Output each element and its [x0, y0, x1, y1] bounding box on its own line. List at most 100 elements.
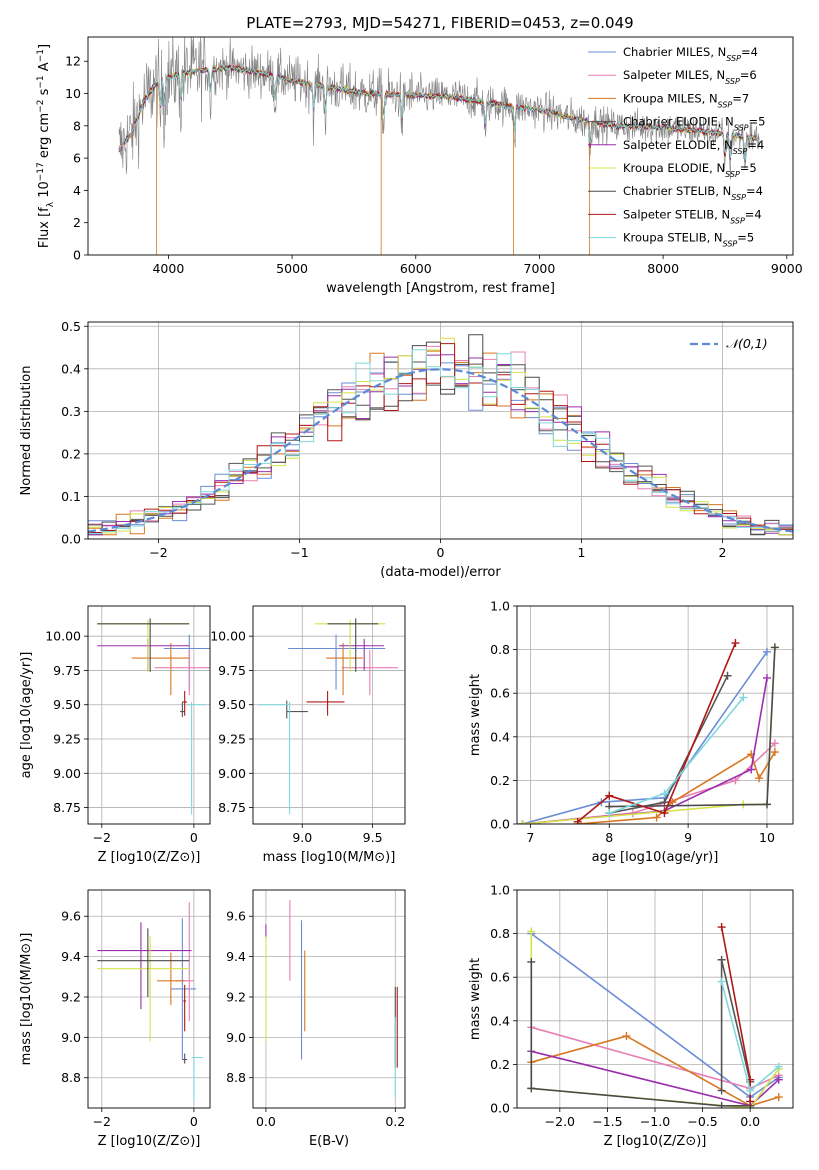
legend-subscript: SSP [726, 54, 741, 63]
legend-name: Salpeter ELODIE, N [623, 138, 733, 152]
x-tick-label: −2 [149, 545, 167, 560]
mass-weight-marker [717, 1086, 726, 1095]
y-tick-label: 8.8 [226, 1070, 246, 1085]
age-vs-Z-panel: −2 0 8.75 9.00 9.25 9.50 9.75 10.00 Z [log10(Z/Z… [19, 605, 211, 865]
legend-name: Salpeter MILES, N [623, 68, 725, 82]
mass-weight-marker [660, 798, 669, 807]
x-tick-label: −2.0 [545, 1114, 575, 1129]
y-tick-label: 9.75 [53, 663, 81, 678]
age-vs-mass-plot-area [253, 606, 405, 824]
legend-name: Chabrier STELIB, N [623, 184, 731, 198]
mass-weight-marker [527, 927, 536, 936]
y-tick-label: 0.2 [61, 446, 81, 461]
y-tick-label: 9.6 [226, 909, 246, 924]
legend-name: Kroupa MILES, N [623, 91, 718, 105]
residual-hist-plot-area [88, 322, 793, 539]
y-tick-label: 8.75 [53, 800, 81, 815]
label-part: ] [37, 44, 52, 49]
legend-name: Kroupa ELODIE, N [623, 161, 725, 175]
mass-weight-marker [605, 809, 614, 818]
mass-weight-marker [660, 789, 669, 798]
legend-name: Chabrier MILES, N [623, 45, 726, 59]
y-tick-label: 4 [73, 183, 81, 198]
mass-weight-line [522, 677, 768, 824]
x-tick-label: −0.5 [687, 1114, 717, 1129]
legend-subscript: SSP [734, 123, 749, 132]
label-part: mass weight [468, 958, 483, 1040]
spectrum-plot-area [118, 37, 760, 255]
x-tick-label: 1 [578, 545, 586, 560]
label-part: Z [log10(Z/Z⊙)] [98, 1134, 201, 1149]
x-tick-label: 0 [190, 830, 198, 845]
y-tick-label: 0.0 [61, 532, 81, 547]
mass-vs-Z-plot-area [88, 890, 210, 1108]
label-part: mass weight [468, 674, 483, 756]
figure-title: PLATE=2793, MJD=54271, FIBERID=0453, z=0… [246, 14, 633, 32]
y-tick-label: 0.5 [61, 319, 81, 334]
y-axis-label: mass weight [468, 958, 483, 1040]
x-tick-label: 9.5 [363, 830, 383, 845]
mass-weight-marker [770, 739, 779, 748]
x-tick-label: 10 [759, 830, 775, 845]
mass-weight-marker [622, 1032, 631, 1041]
legend-nssp: =4 [747, 138, 764, 152]
mass-weight-vs-Z-panel: −2.0 −1.5 −1.0 −0.5 0.0 0.0 0.2 0.4 0.6 0.8 1.0 Z [… [468, 883, 794, 1149]
legend-label: Kroupa STELIB, NSSP=5 [623, 231, 754, 249]
mass-weight-marker [717, 977, 726, 986]
mass-weight-marker [747, 765, 756, 774]
y-tick-label: 9.75 [218, 663, 246, 678]
y-axis-label: mass weight [468, 674, 483, 756]
axes-frame [516, 889, 794, 1109]
y-tick-label: 9.4 [226, 949, 246, 964]
mass-weight-marker [746, 1097, 755, 1106]
y-tick-label: 0.4 [490, 729, 510, 744]
label-part: age [log10(age/yr)] [19, 652, 34, 779]
legend-nssp: =4 [745, 207, 762, 221]
mass-weight-line [530, 961, 751, 1107]
y-tick-label: 0.8 [490, 642, 510, 657]
label-part: −1 [36, 49, 46, 62]
mass-weight-marker [605, 791, 614, 800]
x-tick-label: 2 [719, 545, 727, 560]
legend-label: Salpeter STELIB, NSSP=4 [623, 207, 762, 225]
mass-weight-marker [573, 817, 582, 824]
y-tick-label: 9.50 [53, 697, 81, 712]
axes-frame [87, 321, 794, 540]
mass-weight-marker [774, 1093, 783, 1102]
mass-weight-line [531, 1035, 779, 1107]
y-tick-label: 2 [73, 215, 81, 230]
x-axis-label: wavelength [Angstrom, rest frame] [326, 281, 555, 296]
legend-label: Chabrier STELIB, NSSP=4 [623, 184, 763, 202]
legend-nssp: =5 [737, 231, 754, 245]
mass-weight-vs-age-panel: 7 8 9 10 0.0 0.2 0.4 0.6 0.8 1.0 age [log10(age/yr… [468, 599, 794, 865]
y-axis-label: Flux [fλ 10−17 erg cm−2 s−1 A−1] [36, 44, 56, 248]
mass-weight-marker [527, 957, 536, 966]
legend-subscript: SSP [718, 100, 733, 109]
observed-spectrum [118, 37, 760, 180]
label-part: mass [log10(M/M⊙)] [263, 850, 396, 865]
legend-name: Salpeter STELIB, N [623, 207, 730, 221]
mass-vs-ebv-plot-area [253, 890, 405, 1108]
x-axis-label: Z [log10(Z/Z⊙)] [98, 1134, 201, 1149]
legend-label: Salpeter ELODIE, NSSP=4 [623, 138, 764, 156]
x-axis-label: age [log10(age/yr)] [592, 850, 719, 865]
label-part: 10 [37, 181, 52, 202]
y-tick-label: 0.4 [490, 1013, 510, 1028]
label-part: −17 [36, 162, 46, 181]
legend-label: Kroupa MILES, NSSP=7 [623, 91, 749, 109]
legend-label: 𝒩(0,1) [726, 336, 768, 351]
y-tick-label: 12 [65, 54, 81, 69]
legend-subscript: SSP [725, 170, 740, 179]
label-part: Z [log10(Z/Z⊙)] [98, 850, 201, 865]
mass-weight-marker [717, 1101, 726, 1108]
mass-vs-ebv-panel: 0.0 0.2 8.8 9.0 9.2 9.4 9.6 E(B-V) [226, 889, 406, 1149]
x-tick-label: 0 [437, 545, 445, 560]
mass-weight-marker [770, 748, 779, 757]
x-tick-label: 8 [605, 830, 613, 845]
x-axis-label: Z [log10(Z/Z⊙)] [604, 1134, 707, 1149]
label-part: s [37, 88, 52, 99]
x-tick-label: 0.2 [385, 1114, 405, 1129]
y-tick-label: 9.00 [218, 766, 246, 781]
